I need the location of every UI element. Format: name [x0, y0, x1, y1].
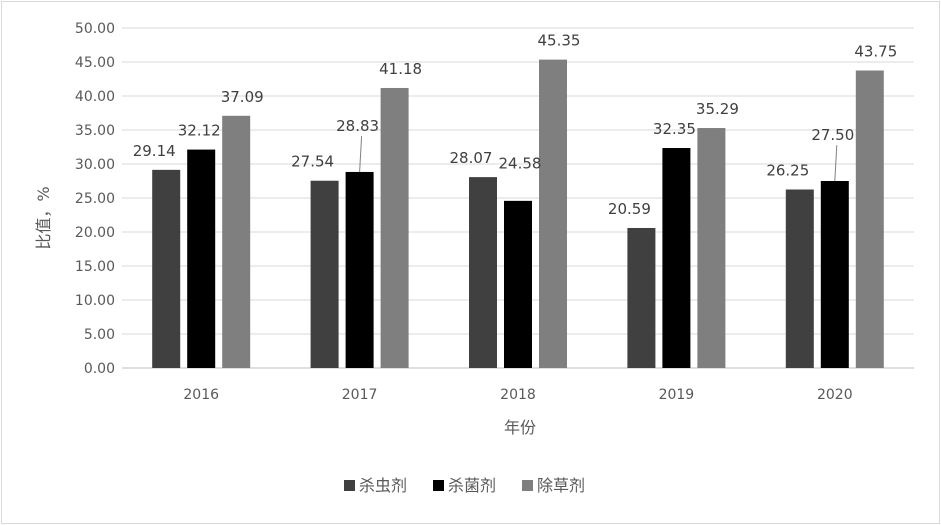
leader-line [834, 145, 838, 182]
x-tick-label: 2020 [817, 387, 853, 403]
y-tick-label: 10.00 [75, 293, 115, 309]
legend-swatch [433, 480, 444, 491]
bar [504, 200, 532, 368]
bar [187, 149, 216, 368]
legend-label: 杀虫剂 [359, 476, 407, 495]
bar [697, 128, 726, 368]
y-tick-labels: 0.00 5.00 10.00 15.00 20.00 25.00 30.00 35.00 40… [75, 21, 115, 377]
x-tick-label: 2017 [342, 387, 378, 403]
bar [539, 59, 567, 369]
bars [152, 59, 884, 369]
legend-swatch [344, 480, 355, 491]
bar [785, 189, 814, 368]
y-tick-label: 0.00 [84, 361, 115, 377]
bar [380, 87, 409, 368]
bar [662, 148, 691, 368]
y-tick-label: 25.00 [75, 191, 115, 207]
y-tick-label: 5.00 [84, 327, 115, 343]
y-axis-title: 比值，% [34, 186, 53, 249]
x-tick-label: 2018 [500, 387, 536, 403]
bar [855, 70, 884, 368]
data-label: 37.09 [221, 88, 264, 106]
data-label: 28.83 [336, 117, 379, 135]
leader-line [359, 136, 363, 172]
data-label: 24.58 [499, 154, 542, 172]
data-label: 29.14 [133, 142, 176, 160]
data-label: 27.54 [291, 153, 334, 171]
y-tick-label: 35.00 [75, 123, 115, 139]
data-label: 43.75 [854, 43, 897, 61]
label-leader-lines [359, 136, 838, 182]
data-label: 45.35 [538, 32, 581, 50]
bar [345, 171, 374, 368]
y-tick-label: 50.00 [75, 21, 115, 37]
x-tick-labels: 2016 2017 2018 2019 2020 [183, 387, 852, 403]
data-label: 26.25 [766, 162, 809, 180]
data-label: 28.07 [450, 149, 493, 167]
legend-label: 杀菌剂 [448, 476, 496, 495]
bar [627, 227, 656, 368]
data-label: 35.29 [696, 100, 739, 118]
bar [310, 180, 339, 368]
legend: 杀虫剂 杀菌剂 除草剂 [344, 476, 585, 495]
y-tick-label: 30.00 [75, 157, 115, 173]
y-tick-label: 20.00 [75, 225, 115, 241]
bar [820, 181, 849, 368]
legend-swatch [522, 480, 533, 491]
bar [152, 169, 181, 368]
bar [469, 177, 497, 368]
legend-label: 除草剂 [537, 476, 585, 495]
data-label: 20.59 [608, 200, 651, 218]
data-label: 32.12 [178, 122, 221, 140]
y-tick-label: 45.00 [75, 55, 115, 71]
x-tick-label: 2016 [183, 387, 219, 403]
data-label: 27.50 [811, 126, 854, 144]
data-label: 41.18 [379, 60, 422, 78]
x-tick-label: 2019 [659, 387, 695, 403]
data-label: 32.35 [653, 120, 696, 138]
x-axis-title: 年份 [504, 418, 536, 437]
bar [222, 115, 251, 369]
y-tick-label: 15.00 [75, 259, 115, 275]
y-tick-label: 40.00 [75, 89, 115, 105]
